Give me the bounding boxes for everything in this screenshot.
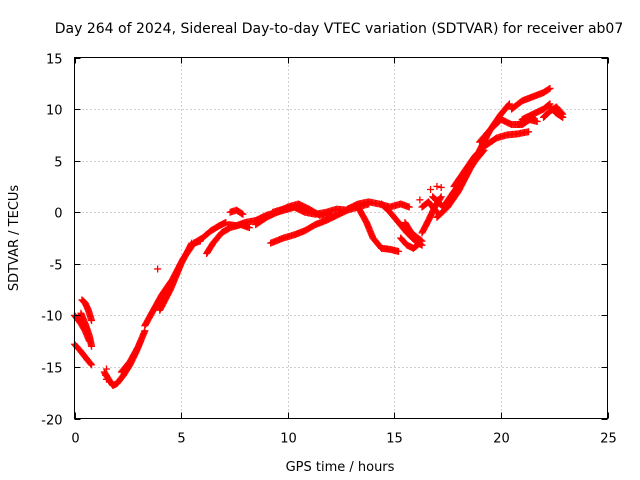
track-point — [417, 236, 425, 244]
x-tick-label: 5 — [177, 432, 185, 447]
data-point — [88, 361, 96, 369]
x-tick-labels: 0 5 10 15 20 25 — [71, 432, 616, 447]
y-tick-label: -10 — [41, 310, 62, 325]
y-axis-label: SDTVAR / TECUs — [7, 185, 22, 292]
x-tick-label: 0 — [71, 432, 79, 447]
y-tick-label: 0 — [54, 207, 62, 222]
data-point — [405, 203, 413, 211]
data-point — [418, 237, 426, 245]
data-point — [437, 193, 445, 201]
x-tick-label: 10 — [280, 432, 297, 447]
data-point — [102, 375, 110, 383]
track-point — [238, 210, 246, 218]
y-tick-label: -15 — [41, 362, 62, 377]
data-point — [559, 113, 567, 121]
y-tick-label: 5 — [54, 156, 62, 171]
x-tick-label: 20 — [493, 432, 510, 447]
data-point — [546, 84, 554, 92]
data-point — [433, 182, 441, 190]
x-tick-label: 15 — [386, 432, 403, 447]
data-point — [427, 186, 435, 194]
y-tick-label: -5 — [50, 259, 63, 274]
data-points — [71, 84, 567, 389]
y-tick-labels: -20 -15 -10 -5 0 5 10 15 — [41, 53, 62, 429]
track-point — [436, 194, 444, 202]
data-point — [416, 196, 424, 204]
x-axis-label: GPS time / hours — [286, 460, 395, 475]
track-point — [87, 360, 95, 368]
grid — [74, 57, 608, 419]
data-point — [101, 371, 109, 379]
data-point — [395, 247, 403, 255]
data-point — [505, 100, 513, 108]
data-point — [88, 342, 96, 350]
data-point — [245, 224, 253, 232]
data-point — [239, 210, 247, 218]
data-point — [525, 128, 533, 136]
track-point — [432, 207, 440, 215]
chart-title: Day 264 of 2024, Sidereal Day-to-day VTE… — [55, 21, 624, 37]
data-point — [533, 117, 541, 125]
y-tick-label: 15 — [46, 53, 63, 68]
data-point — [437, 183, 445, 191]
plot-frame — [74, 57, 608, 419]
axis-ticks — [74, 57, 609, 420]
y-tick-label: -20 — [41, 414, 62, 429]
y-tick-label: 10 — [46, 104, 63, 119]
track-point — [558, 113, 566, 121]
data-point — [88, 317, 96, 325]
track-point — [505, 101, 513, 109]
data-point — [154, 265, 162, 273]
data-point — [102, 365, 110, 373]
x-tick-label: 25 — [600, 432, 617, 447]
track-point — [545, 85, 553, 93]
